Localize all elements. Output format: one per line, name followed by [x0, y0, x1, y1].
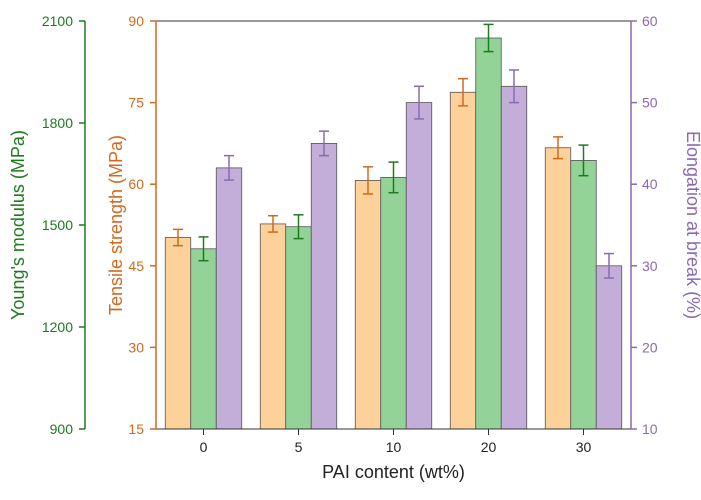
- tensile-axis-label: Tensile strength (MPa): [106, 135, 126, 315]
- x-axis-label: PAI content (wt%): [322, 462, 465, 482]
- bar: [544, 147, 572, 430]
- bar: [259, 223, 287, 430]
- modulus-tick-label: 1500: [42, 217, 73, 233]
- elongation-tick-label: 30: [642, 258, 658, 274]
- bar: [354, 179, 382, 430]
- bar: [500, 85, 528, 430]
- bar: [215, 167, 243, 430]
- bar: [595, 265, 623, 430]
- modulus-tick-label: 2100: [42, 13, 73, 29]
- bar: [570, 159, 597, 430]
- x-tick-label: 0: [200, 439, 208, 455]
- elongation-tick-label: 40: [642, 176, 658, 192]
- bar: [310, 142, 338, 430]
- x-tick-label: 20: [481, 439, 497, 455]
- tensile-tick-label: 60: [128, 176, 144, 192]
- bar: [380, 176, 407, 430]
- tensile-tick-label: 15: [128, 421, 144, 437]
- x-tick-label: 5: [295, 439, 303, 455]
- bar: [475, 37, 502, 430]
- axes-layer: 900 1200 1500 1800 2100 15 30 45 60 75 90 10 20 30 40 5…: [42, 13, 658, 455]
- x-tick-label: 10: [386, 439, 402, 455]
- elongation-tick-label: 50: [642, 95, 658, 111]
- bars-layer: [164, 23, 623, 430]
- elongation-axis-label: Elongation at break (%): [683, 131, 701, 319]
- bar: [285, 226, 312, 430]
- bar: [190, 248, 217, 430]
- x-tick-label: 30: [576, 439, 592, 455]
- modulus-tick-label: 1800: [42, 115, 73, 131]
- elongation-tick-label: 20: [642, 339, 658, 355]
- tensile-tick-label: 45: [128, 258, 144, 274]
- bar: [405, 102, 433, 430]
- modulus-axis-label: Young's modulus (MPa): [8, 130, 28, 320]
- tensile-tick-label: 75: [128, 95, 144, 111]
- modulus-tick-label: 1200: [42, 319, 73, 335]
- tensile-tick-label: 90: [128, 13, 144, 29]
- bar: [449, 91, 477, 430]
- elongation-tick-label: 10: [642, 421, 658, 437]
- modulus-tick-label: 900: [50, 421, 74, 437]
- bar: [164, 237, 192, 430]
- tensile-tick-label: 30: [128, 339, 144, 355]
- elongation-tick-label: 60: [642, 13, 658, 29]
